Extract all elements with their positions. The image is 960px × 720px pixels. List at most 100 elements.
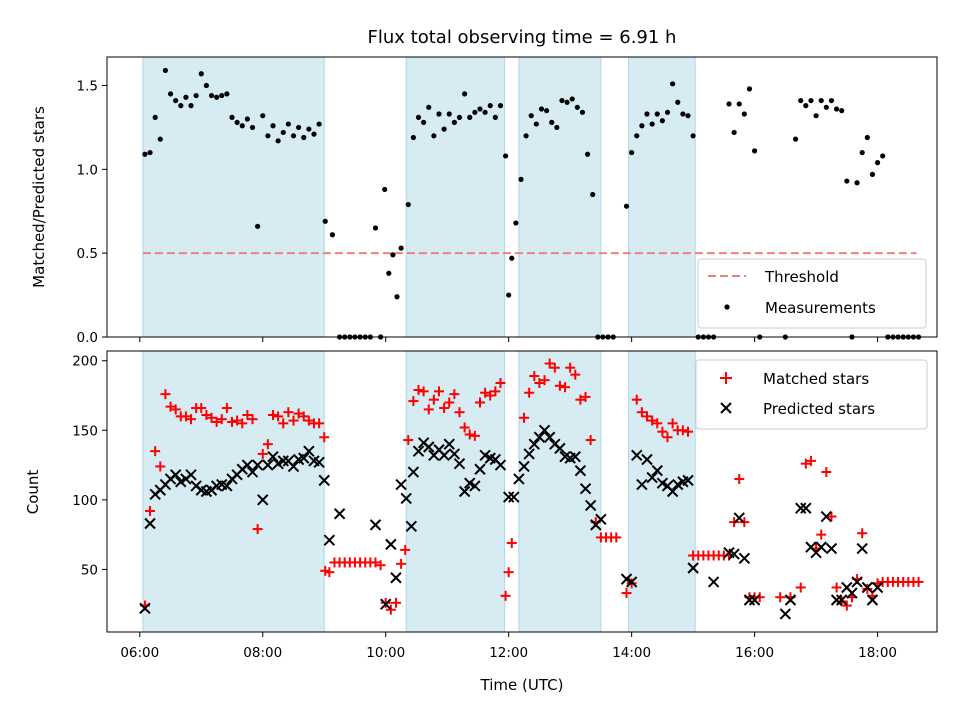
measurement-point: [675, 99, 681, 105]
measurement-point: [456, 114, 463, 120]
measurement-point: [415, 114, 422, 120]
matched-star-point: [247, 414, 258, 425]
predicted-star-point: [666, 485, 679, 498]
matched-star-point: [554, 380, 565, 391]
matched-star-point: [826, 511, 837, 522]
measurement-point: [467, 114, 473, 120]
predicted-star-point: [743, 594, 756, 606]
predicted-star-point: [144, 517, 156, 530]
predicted-star-point: [287, 460, 300, 473]
predicted-star-point: [641, 453, 653, 466]
matched-star-point: [186, 414, 197, 425]
measurement-point: [833, 106, 840, 112]
matched-star-point: [418, 386, 429, 397]
measurement-point: [859, 149, 865, 156]
predicted-star-point: [523, 448, 535, 460]
measurements-legend-swatch: [724, 304, 730, 310]
matched-star-point: [298, 411, 309, 422]
measurement-point: [746, 86, 753, 92]
predicted-star-point: [448, 448, 461, 460]
predicted-star-point: [687, 562, 699, 574]
predicted-star-point: [733, 512, 745, 524]
matched-star-point: [474, 397, 485, 408]
measurement-point: [462, 91, 468, 97]
predicted-star-point: [651, 464, 663, 477]
predicted-star-point: [728, 548, 740, 560]
measurement-point: [162, 67, 169, 74]
measurement-point: [183, 94, 189, 100]
measurement-point: [492, 114, 498, 120]
matched-star-point: [216, 414, 227, 425]
matched-star-point: [857, 528, 868, 539]
measurement-point: [644, 111, 650, 117]
measurement-point: [629, 149, 635, 156]
measurement-point: [472, 109, 478, 115]
matched-star-point: [196, 403, 207, 414]
y-tick-label: 1.5: [77, 79, 98, 95]
matched-star-point: [221, 403, 232, 414]
measurement-point: [234, 119, 240, 125]
matched-star-point: [293, 408, 304, 419]
measurement-point: [290, 133, 297, 139]
measurement-point: [559, 97, 565, 104]
top-legend-box: [697, 258, 927, 329]
measurement-point: [214, 94, 220, 100]
measurement-point: [219, 92, 225, 99]
predicted-star-point: [380, 598, 392, 610]
measurement-point: [157, 136, 163, 142]
predicted-star-point: [871, 581, 884, 594]
measurement-point: [270, 123, 276, 129]
x-tick-label: 10:00: [366, 645, 405, 661]
measurement-point: [203, 82, 209, 89]
measurement-point: [311, 131, 317, 137]
y-tick-label: 100: [72, 493, 98, 509]
measurement-point: [854, 180, 860, 186]
predicted-star-point: [405, 520, 418, 532]
measurement-point: [634, 133, 640, 139]
measurement-point: [523, 133, 529, 139]
measurement-point: [280, 129, 286, 136]
measurement-point: [229, 114, 235, 120]
matched-star-point: [211, 416, 222, 427]
matched-star-point: [170, 404, 181, 415]
predicted-legend-swatch: [720, 402, 732, 414]
measurement-point: [436, 111, 442, 117]
observing-interval-1: [142, 350, 325, 633]
matched-star-point: [524, 387, 535, 398]
measurement-point: [386, 270, 392, 276]
matched-star-point: [444, 397, 455, 408]
measurement-point: [813, 113, 819, 119]
matched-star-point: [631, 394, 642, 405]
matched-star-point: [575, 394, 586, 405]
measurement-point: [752, 148, 758, 154]
top-panel-y-label: Matched/Predicted stars: [30, 106, 48, 288]
matched-star-point: [500, 590, 511, 601]
matched-star-point: [667, 418, 678, 429]
top-panel-y-axis: 0.0 0.5 1.0 1.5: [77, 79, 107, 346]
predicted-star-point: [241, 459, 254, 471]
matched-star-point: [795, 582, 806, 593]
bottom-panel-legend: Matched stars Predicted stars: [695, 359, 928, 430]
bottom-panel-y-label: Count: [24, 470, 42, 515]
measurement-point: [446, 111, 452, 117]
predicted-star-point: [251, 459, 264, 471]
matched-star-point: [490, 386, 501, 397]
measurement-point: [690, 133, 696, 139]
observing-interval-1: [142, 56, 325, 338]
x-axis-label: Time (UTC): [480, 676, 564, 694]
measurement-point: [275, 138, 281, 144]
matched-star-point: [611, 532, 622, 543]
y-tick-label: 50: [81, 562, 98, 578]
matched-star-point: [529, 371, 540, 382]
predicted-star-point: [139, 602, 151, 615]
matched-star-point: [495, 377, 506, 388]
matched-star-point: [570, 369, 581, 380]
measurement-point: [869, 171, 876, 177]
measurement-point: [554, 124, 560, 131]
measurement-point: [726, 101, 732, 107]
predicted-star-point: [784, 594, 797, 606]
measurement-point: [874, 160, 881, 166]
matched-star-point: [252, 524, 263, 535]
x-tick-label: 16:00: [735, 645, 774, 661]
